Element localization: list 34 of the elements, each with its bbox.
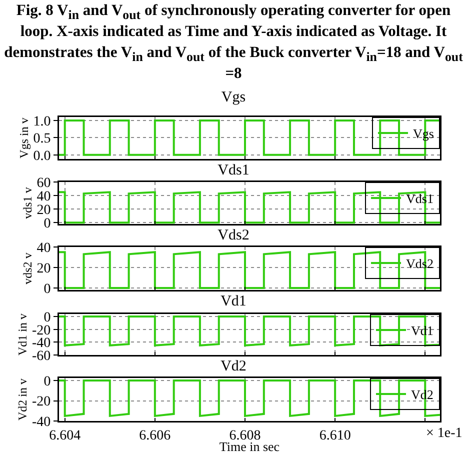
y-tick-label: 0 (44, 282, 51, 297)
y-tick-label: 0 (44, 310, 51, 326)
text: × 1e-1 (426, 426, 462, 441)
x-tick-label: 6.610 (319, 428, 351, 444)
y-tick-label: 0 (44, 216, 51, 232)
x-tick-label: 6.606 (139, 428, 171, 444)
chart-title: Vd2 (220, 358, 246, 374)
y-tick-label: 40 (36, 240, 51, 256)
y-tick-label: -40 (32, 336, 51, 352)
y-tick-label: 0 (44, 374, 51, 390)
y-axis-title: Vd2 in v (16, 378, 30, 420)
chart-title: Vds1 (218, 162, 250, 178)
y-tick-label: -20 (32, 323, 51, 338)
y-axis-title: Vgs in v (16, 118, 31, 158)
chart-title: Vd1 (220, 294, 246, 310)
line-series (59, 316, 440, 346)
y-tick-label: 0.5 (33, 132, 51, 147)
y-axis-title: Vd1 in v (16, 314, 30, 356)
chart-title: Vds2 (218, 228, 250, 244)
y-axis-title: vds2 v (20, 252, 34, 284)
y-tick-label: 60 (36, 176, 51, 191)
chart-title: Fig. 8 V$_{in}$ and V$_{out}$ of synchronously operating converter for open loop. X-axis indicated as Time and Y-axis indicated as Voltage. It demonstrates the V$_{in}$ and V$_{out}$ of the Buck converter V$_{in}$=18 and V$_{out}$ =8 (4, 2, 463, 82)
y-tick-label: 20 (36, 203, 51, 218)
y-tick-label: -20 (32, 394, 51, 410)
y-tick-label: 0.0 (33, 148, 51, 164)
y-tick-label: 20 (36, 261, 51, 276)
chart-subtitle: Vgs (221, 90, 246, 106)
y-axis-title: vds1 v (20, 187, 34, 219)
x-tick-label: 6.604 (49, 428, 81, 444)
y-tick-label: -60 (32, 348, 51, 364)
line-series (59, 380, 440, 417)
y-tick-label: -40 (32, 414, 51, 430)
y-tick-label: 40 (36, 189, 51, 204)
y-tick-label: 1.0 (33, 114, 51, 130)
